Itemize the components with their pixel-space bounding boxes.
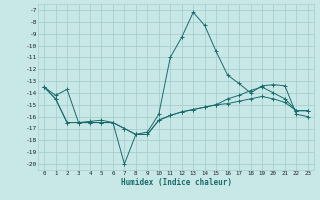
X-axis label: Humidex (Indice chaleur): Humidex (Indice chaleur) [121, 178, 231, 187]
